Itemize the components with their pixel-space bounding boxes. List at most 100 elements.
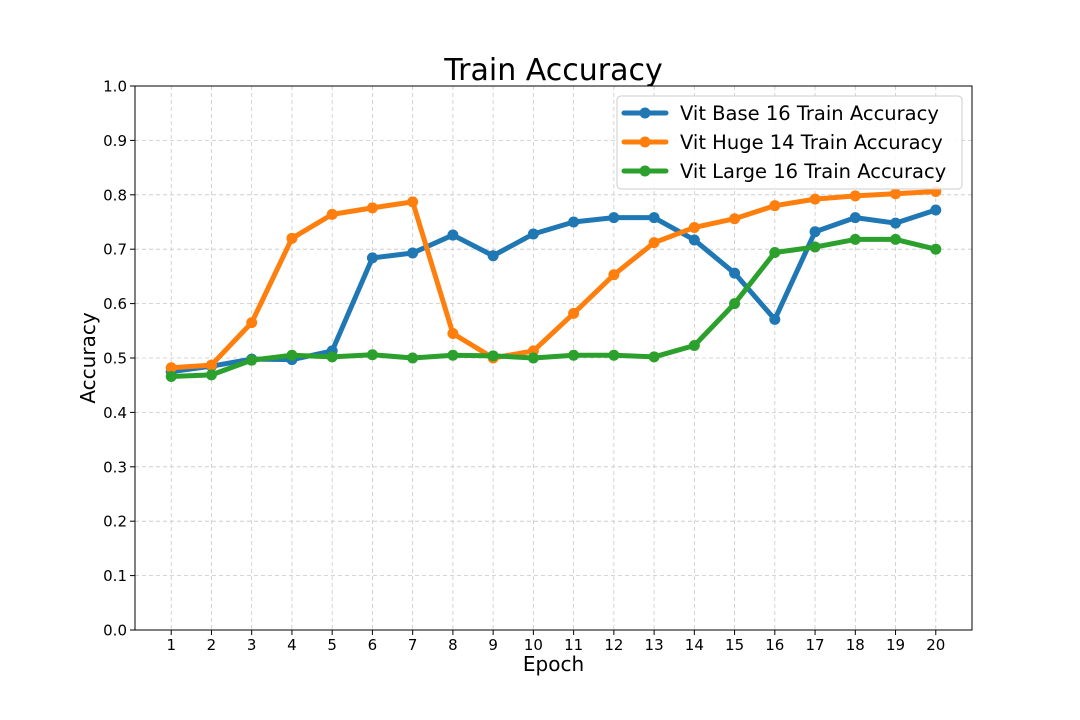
x-tick-label: 5 [327,636,337,654]
data-point [487,250,499,262]
data-point [729,267,741,279]
x-tick-label: 11 [564,636,583,654]
x-tick-label: 13 [645,636,664,654]
legend: Vit Base 16 Train Accuracy Vit Huge 14 Tr… [616,95,963,190]
series-lines [165,186,942,382]
data-point [648,212,660,224]
y-tick-label: 0.6 [103,295,127,313]
legend-marker [639,136,651,148]
data-point [568,307,580,319]
y-tick-label: 0.0 [103,622,127,640]
data-point [809,226,821,238]
series-2 [165,186,942,374]
data-point [568,216,580,228]
data-point [286,232,298,244]
data-point [809,241,821,253]
data-point [890,188,902,200]
data-point [769,313,781,325]
data-point [849,212,861,224]
data-point [890,217,902,229]
legend-box [616,95,963,190]
legend-label: Vit Huge 14 Train Accuracy [680,131,943,154]
data-point [205,369,217,381]
data-point [286,349,298,361]
y-tick-label: 0.9 [103,132,127,150]
series-line [168,189,939,371]
legend-label: Vit Large 16 Train Accuracy [680,160,946,183]
legend-item: Vit Base 16 Train Accuracy [621,102,939,125]
data-point [165,362,177,374]
data-point [366,252,378,264]
x-tick-label: 6 [368,636,378,654]
data-point [648,237,660,249]
y-tick-label: 0.1 [103,567,127,585]
data-point [688,234,700,246]
data-point [527,228,539,240]
legend-item: Vit Huge 14 Train Accuracy [621,131,943,154]
chart-title: Train Accuracy [443,53,662,88]
data-point [205,359,217,371]
data-point [447,229,459,241]
data-point [688,221,700,233]
x-tick-label: 3 [247,636,257,654]
data-point [246,354,258,366]
data-point [930,204,942,216]
x-tick-label: 9 [488,636,498,654]
legend-marker [639,165,651,177]
x-tick-label: 12 [604,636,623,654]
y-tick-label: 0.2 [103,513,127,531]
x-tick-label: 1 [166,636,176,654]
data-point [729,213,741,225]
data-point [407,352,419,364]
x-tick-label: 15 [725,636,744,654]
data-point [407,196,419,208]
x-tick-label: 18 [846,636,865,654]
data-point [648,351,660,363]
x-tick-label: 10 [524,636,543,654]
y-tick-label: 0.3 [103,458,127,476]
data-point [326,208,338,220]
data-point [447,328,459,340]
data-point [487,350,499,362]
data-point [407,247,419,259]
data-point [849,190,861,202]
data-point [366,349,378,361]
y-tick-label: 0.8 [103,186,127,204]
y-tick-label: 0.4 [103,404,127,422]
y-tick-label: 0.5 [103,350,127,368]
data-point [890,233,902,245]
axis-ticks: 1 2 3 4 5 6 7 8 9 10 11 12 13 14 15 16 17 18 19 200.00.10.2… [103,78,945,655]
x-tick-label: 16 [765,636,784,654]
legend-item: Vit Large 16 Train Accuracy [621,160,946,183]
data-point [608,269,620,281]
data-point [366,202,378,214]
series-3 [165,233,942,382]
data-point [729,298,741,310]
x-tick-label: 4 [287,636,297,654]
y-tick-label: 0.7 [103,241,127,259]
data-point [688,339,700,351]
data-point [769,200,781,212]
x-axis-label: Epoch [523,652,584,676]
data-point [608,349,620,361]
legend-label: Vit Base 16 Train Accuracy [680,102,939,125]
data-point [165,370,177,382]
x-tick-label: 8 [448,636,458,654]
data-point [568,349,580,361]
x-tick-label: 19 [886,636,905,654]
series-line [168,236,939,379]
x-tick-label: 17 [806,636,825,654]
data-point [527,352,539,364]
x-tick-label: 7 [408,636,418,654]
data-point [447,349,459,361]
data-point [849,233,861,245]
x-tick-label: 2 [207,636,217,654]
data-point [608,212,620,224]
data-point [769,246,781,258]
legend-marker [639,107,651,119]
x-tick-label: 20 [926,636,945,654]
y-axis-label: Accuracy [76,312,100,403]
data-point [809,193,821,205]
